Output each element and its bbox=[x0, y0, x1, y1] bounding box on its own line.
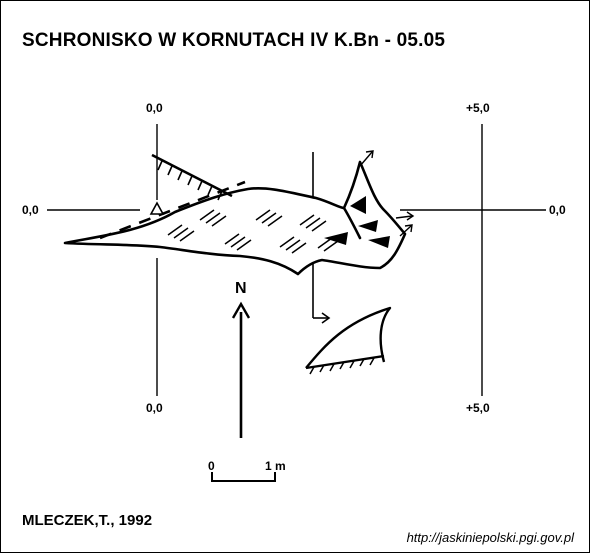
continuation-arrows bbox=[359, 150, 415, 237]
scale-bar bbox=[211, 472, 276, 482]
cross-section-hatching bbox=[309, 357, 375, 375]
grid-label-left-bottom: 0,0 bbox=[146, 401, 163, 415]
cliff-hatching bbox=[157, 160, 223, 201]
narrowing-wedges bbox=[324, 196, 390, 248]
north-label: N bbox=[235, 280, 247, 297]
source-url[interactable]: http://jaskiniepolski.pgi.gov.pl bbox=[406, 530, 574, 545]
map-title: SCHRONISKO W KORNUTACH IV K.Bn - 05.05 bbox=[22, 30, 446, 51]
north-arrow-icon bbox=[231, 301, 251, 438]
grid-label-left-top: 0,0 bbox=[146, 101, 163, 115]
cross-section bbox=[305, 306, 392, 370]
floor-hatching bbox=[167, 209, 339, 254]
author-credit: MLECZEK,T., 1992 bbox=[22, 512, 153, 529]
scale-label-zero: 0 bbox=[208, 459, 215, 473]
cave-outline bbox=[63, 160, 407, 276]
grid-label-row-left: 0,0 bbox=[22, 203, 39, 217]
cliff-edge bbox=[151, 153, 233, 198]
section-marker bbox=[312, 152, 331, 324]
grid-label-right-bottom: +5,0 bbox=[466, 401, 490, 415]
scale-label-one: 1 m bbox=[265, 459, 286, 473]
grid-label-row-right: 0,0 bbox=[549, 203, 566, 217]
survey-point-icon bbox=[149, 201, 165, 215]
grid-label-right-top: +5,0 bbox=[466, 101, 490, 115]
